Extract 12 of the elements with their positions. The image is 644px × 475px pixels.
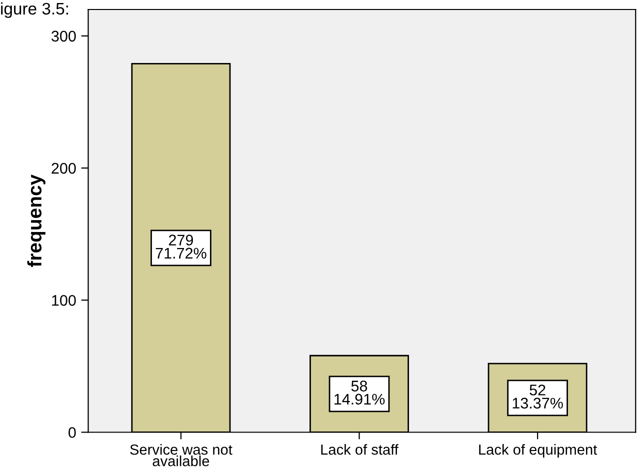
data-label: 52 13.37% [512,384,563,409]
x-tick-label: Lack of staff [321,444,398,455]
y-tick-label: 100 [52,295,76,306]
x-tick-label: Service was not available [130,444,232,466]
data-label: 279 71.72% [156,234,206,259]
y-axis-title: frequency [27,174,46,268]
data-label: 58 14.91% [334,380,385,405]
y-tick-label: 0 [68,427,76,438]
y-tick-label: 200 [52,162,76,174]
y-tick-label: 300 [52,30,76,42]
text: igure 3.5: [1,2,68,18]
x-tick-label: Lack of equipment [479,444,598,458]
